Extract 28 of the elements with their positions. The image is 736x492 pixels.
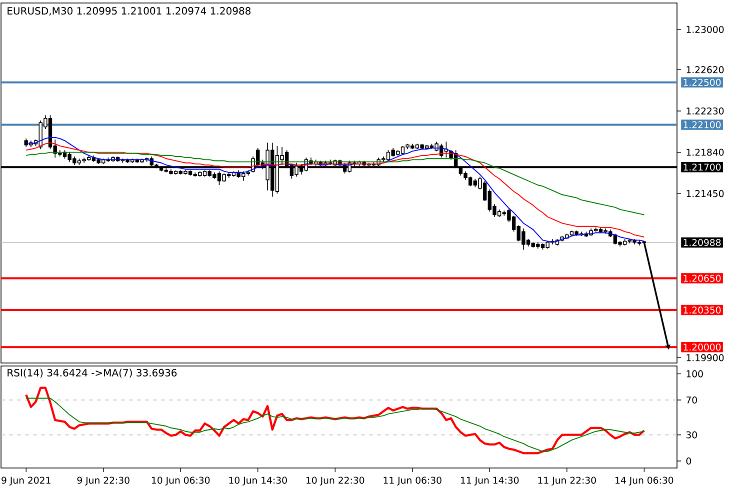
y-tick-label: 1.21450: [686, 190, 724, 198]
y-tick-label: 1.23000: [686, 26, 724, 33]
ref-line-label: 1.20988: [684, 238, 721, 246]
x-tick-label: 9 Jun 22:30: [77, 476, 130, 486]
y-tick-label: 1.19900: [686, 354, 724, 362]
ref-line-label: 1.22100: [684, 121, 721, 128]
ref-line-label: 1.22500: [684, 78, 721, 86]
ref-line-label: 1.20000: [684, 344, 721, 351]
x-tick-label: 10 Jun 22:30: [306, 476, 364, 486]
y-tick-label: 1.22620: [686, 66, 724, 74]
x-tick-label: 9 Jun 2021: [2, 476, 50, 486]
x-tick-label: 14 Jun 06:30: [616, 476, 674, 486]
y-tick-label: 70: [686, 396, 697, 404]
y-tick-label: 1.21840: [686, 148, 724, 156]
x-tick-label: 11 Jun 22:30: [538, 476, 596, 486]
chart-title: RSI(14) 34.6424 ->MA(7) 33.6936: [8, 368, 177, 378]
x-tick-label: 10 Jun 14:30: [229, 476, 287, 486]
ref-line-label: 1.21700: [684, 164, 721, 171]
y-tick-label: 30: [686, 431, 697, 438]
x-tick-label: 10 Jun 06:30: [152, 476, 210, 486]
x-tick-label: 11 Jun 14:30: [461, 476, 519, 486]
ref-line-label: 1.20350: [684, 306, 721, 314]
chart-title: EURUSD,M30 1.20995 1.21001 1.20974 1.20988: [8, 7, 251, 16]
y-tick-label: 1.22230: [686, 107, 724, 115]
y-tick-label: 100: [686, 370, 703, 378]
y-tick-label: 0: [686, 457, 692, 465]
x-tick-label: 11 Jun 06:30: [384, 476, 442, 486]
ref-line-label: 1.20650: [684, 274, 721, 282]
